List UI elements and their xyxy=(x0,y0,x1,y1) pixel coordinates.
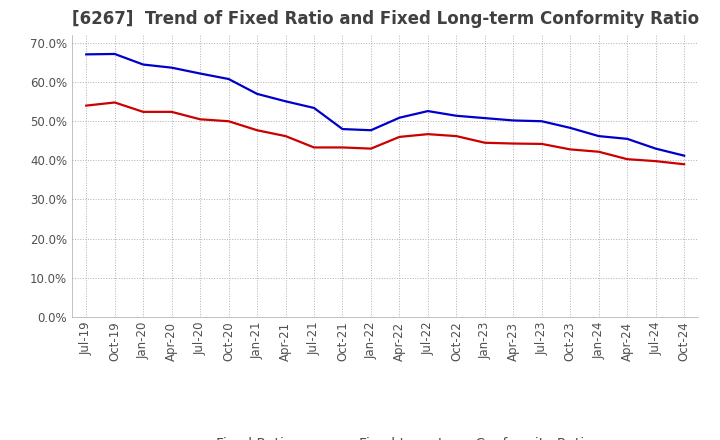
Fixed Long-term Conformity Ratio xyxy=(82,103,91,108)
Fixed Ratio xyxy=(452,113,461,118)
Line: Fixed Long-term Conformity Ratio: Fixed Long-term Conformity Ratio xyxy=(86,103,684,164)
Fixed Long-term Conformity Ratio xyxy=(110,100,119,105)
Fixed Ratio xyxy=(167,65,176,70)
Fixed Long-term Conformity Ratio xyxy=(366,146,375,151)
Fixed Ratio xyxy=(537,119,546,124)
Title: [6267]  Trend of Fixed Ratio and Fixed Long-term Conformity Ratio: [6267] Trend of Fixed Ratio and Fixed Lo… xyxy=(71,10,699,28)
Fixed Ratio xyxy=(225,77,233,82)
Fixed Long-term Conformity Ratio xyxy=(225,119,233,124)
Fixed Ratio xyxy=(196,71,204,76)
Fixed Long-term Conformity Ratio xyxy=(196,117,204,122)
Fixed Long-term Conformity Ratio xyxy=(452,133,461,139)
Fixed Ratio xyxy=(566,125,575,131)
Fixed Long-term Conformity Ratio xyxy=(253,128,261,133)
Fixed Ratio xyxy=(652,146,660,151)
Fixed Long-term Conformity Ratio xyxy=(167,109,176,114)
Fixed Ratio xyxy=(282,99,290,104)
Fixed Ratio xyxy=(595,133,603,139)
Fixed Long-term Conformity Ratio xyxy=(509,141,518,146)
Fixed Long-term Conformity Ratio xyxy=(338,145,347,150)
Fixed Long-term Conformity Ratio xyxy=(423,132,432,137)
Fixed Long-term Conformity Ratio xyxy=(395,134,404,139)
Fixed Ratio xyxy=(423,108,432,114)
Fixed Ratio xyxy=(366,128,375,133)
Fixed Ratio xyxy=(680,153,688,158)
Fixed Ratio xyxy=(253,91,261,96)
Fixed Long-term Conformity Ratio xyxy=(566,147,575,152)
Fixed Ratio xyxy=(509,118,518,123)
Fixed Ratio xyxy=(623,136,631,142)
Fixed Ratio xyxy=(139,62,148,67)
Fixed Long-term Conformity Ratio xyxy=(623,157,631,162)
Line: Fixed Ratio: Fixed Ratio xyxy=(86,54,684,156)
Legend: Fixed Ratio, Fixed Long-term Conformity Ratio: Fixed Ratio, Fixed Long-term Conformity … xyxy=(172,431,598,440)
Fixed Long-term Conformity Ratio xyxy=(680,161,688,167)
Fixed Ratio xyxy=(480,115,489,121)
Fixed Long-term Conformity Ratio xyxy=(652,158,660,164)
Fixed Long-term Conformity Ratio xyxy=(282,133,290,139)
Fixed Ratio xyxy=(395,115,404,121)
Fixed Long-term Conformity Ratio xyxy=(139,109,148,114)
Fixed Ratio xyxy=(82,52,91,57)
Fixed Ratio xyxy=(110,51,119,57)
Fixed Ratio xyxy=(338,126,347,132)
Fixed Ratio xyxy=(310,105,318,110)
Fixed Long-term Conformity Ratio xyxy=(310,145,318,150)
Fixed Long-term Conformity Ratio xyxy=(537,141,546,147)
Fixed Long-term Conformity Ratio xyxy=(595,149,603,154)
Fixed Long-term Conformity Ratio xyxy=(480,140,489,145)
